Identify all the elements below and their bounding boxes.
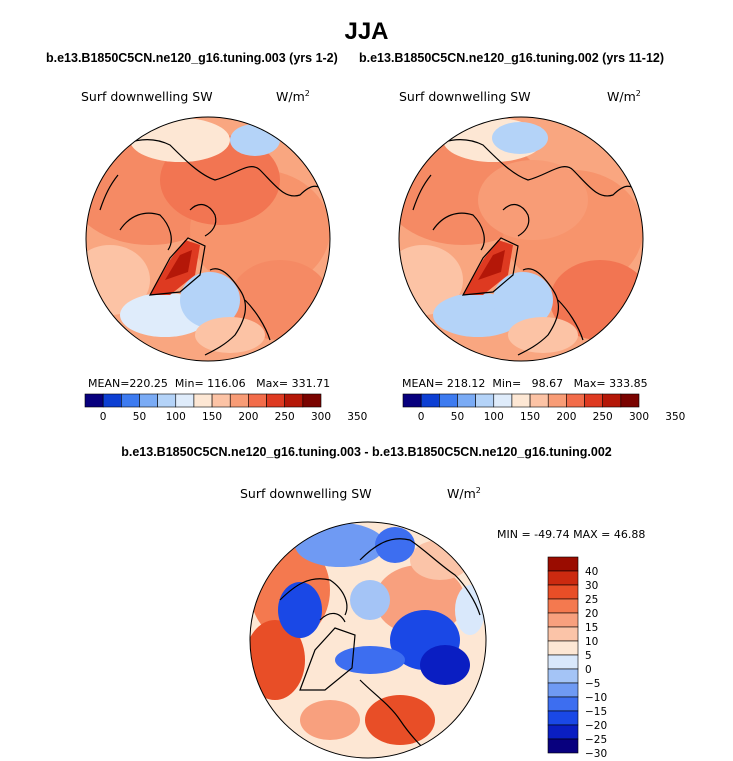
diff-colorbar-swatch	[547, 570, 579, 586]
panel1-map	[86, 117, 330, 361]
panel2-colorbar-swatch	[584, 393, 603, 408]
panel1-colorbar-swatch	[121, 393, 140, 408]
panel1-colorbar-tick-label: 100	[166, 411, 186, 423]
diff-colorbar-swatch	[547, 724, 579, 740]
panel2-colorbar-tick-label: 50	[451, 411, 464, 423]
diff-colorbar-swatch	[547, 556, 579, 572]
diff-colorbar-tick-label: −15	[585, 706, 607, 718]
diff-colorbar-tick-label: 30	[585, 580, 598, 592]
panel2-colorbar-swatch	[493, 393, 513, 408]
panel2-colorbar-tick-label: 150	[520, 411, 540, 423]
panel2-colorbar-tick-label: 350	[665, 411, 685, 423]
panel1-units-label: W/m2	[276, 89, 310, 105]
panel1-colorbar-swatch	[266, 393, 285, 408]
panel2-colorbar-swatch	[420, 393, 440, 408]
panel2-colorbar-swatch	[547, 393, 567, 408]
panel2-colorbar-swatch	[511, 393, 531, 408]
panel2-colorbar: 0 50 100 150 200 250 300 350	[402, 393, 685, 423]
panel2-colorbar-tick-label: 0	[418, 411, 425, 423]
diff-colorbar-swatch	[547, 710, 579, 726]
panel2-coastlines	[412, 138, 643, 356]
panel2-map	[399, 117, 643, 361]
diff-map	[250, 522, 486, 758]
diff-colorbar-tick-label: 25	[585, 594, 598, 606]
panel1-colorbar-swatch	[84, 393, 104, 408]
panel2-colorbar-tick-label: 250	[593, 411, 613, 423]
panel2-colorbar-tick-label: 100	[484, 411, 504, 423]
panel1-colorbar-swatch	[229, 393, 249, 408]
panel2-colorbar-swatch	[475, 393, 495, 408]
panel2-stats: MEAN= 218.12 Min= 98.67 Max= 333.85	[402, 377, 648, 390]
diff-colorbar-tick-label: 10	[585, 636, 598, 648]
diff-colorbar-swatch	[547, 612, 579, 628]
diff-colorbar-swatch	[547, 696, 579, 712]
panel1-colorbar-swatch	[193, 393, 213, 408]
diff-colorbar-swatch	[547, 598, 579, 614]
panel2-colorbar-swatch	[529, 393, 549, 408]
diff-colorbar-tick-label: 15	[585, 622, 598, 634]
panel2-colorbar-swatch	[457, 393, 476, 408]
diff-colorbar-swatch	[547, 682, 579, 698]
panel1-colorbar-swatch	[248, 393, 267, 408]
diff-colorbar-swatch	[547, 584, 579, 600]
panel2-colorbar-swatch	[439, 393, 458, 408]
panel1-colorbar-swatch	[139, 393, 158, 408]
panel2-colorbar-swatch	[620, 393, 640, 408]
panel1-colorbar-tick-label: 250	[275, 411, 295, 423]
panel2-variable-label: Surf downwelling SW	[399, 89, 531, 104]
diff-colorbar-swatch	[547, 626, 579, 642]
diff-minmax: MIN = -49.74 MAX = 46.88	[497, 528, 646, 541]
diff-colorbar-tick-label: 0	[585, 664, 592, 676]
diff-colorbar-tick-label: −5	[585, 678, 600, 690]
panel2-units-label: W/m2	[607, 89, 641, 105]
panel1-colorbar-swatch	[157, 393, 177, 408]
diff-title: b.e13.B1850C5CN.ne120_g16.tuning.003 - b…	[121, 445, 612, 459]
panel1-colorbar-tick-label: 350	[347, 411, 367, 423]
panel2-colorbar-swatch	[402, 393, 422, 408]
panel2-colorbar-swatch	[566, 393, 585, 408]
panel2-colorbar-tick-label: 300	[629, 411, 649, 423]
panel2-case-title: b.e13.B1850C5CN.ne120_g16.tuning.002 (yr…	[359, 51, 665, 65]
diff-colorbar-swatch	[547, 654, 579, 670]
diff-colorbar-swatch	[547, 668, 579, 684]
panel2-colorbar-swatch	[602, 393, 622, 408]
diff-colorbar-tick-label: 20	[585, 608, 598, 620]
panel1-colorbar-tick-label: 300	[311, 411, 331, 423]
diff-colorbar-tick-label: 40	[585, 566, 598, 578]
panel1-colorbar-tick-label: 0	[100, 411, 107, 423]
diff-colorbar-tick-label: 5	[585, 650, 592, 662]
diff-colorbar-tick-label: −20	[585, 720, 607, 732]
panel1-colorbar-tick-label: 150	[202, 411, 222, 423]
panel2-colorbar-tick-label: 200	[556, 411, 576, 423]
diff-colorbar-swatch	[547, 640, 579, 656]
panel1-coastlines	[99, 138, 330, 356]
panel1-stats: MEAN=220.25 Min= 116.06 Max= 331.71	[88, 377, 331, 390]
diff-colorbar-tick-label: −10	[585, 692, 607, 704]
diff-units-label: W/m2	[447, 486, 481, 502]
panel1-colorbar-swatch	[211, 393, 231, 408]
diff-colorbar-swatch	[547, 738, 579, 754]
diff-colorbar-tick-label: −30	[585, 748, 607, 760]
season-title: JJA	[344, 18, 389, 45]
panel1-colorbar-swatch	[102, 393, 122, 408]
diff-variable-label: Surf downwelling SW	[240, 486, 372, 501]
diff-colorbar-tick-label: −25	[585, 734, 607, 746]
panel1-colorbar-swatch	[302, 393, 322, 408]
panel1-colorbar-tick-label: 50	[133, 411, 146, 423]
panel1-case-title: b.e13.B1850C5CN.ne120_g16.tuning.003 (yr…	[46, 51, 338, 65]
panel1-variable-label: Surf downwelling SW	[81, 89, 213, 104]
panel1-colorbar-tick-label: 200	[238, 411, 258, 423]
panel1-colorbar: 0 50 100 150 200 250 300 350	[84, 393, 367, 423]
panel1-colorbar-swatch	[284, 393, 304, 408]
panel1-colorbar-swatch	[175, 393, 195, 408]
